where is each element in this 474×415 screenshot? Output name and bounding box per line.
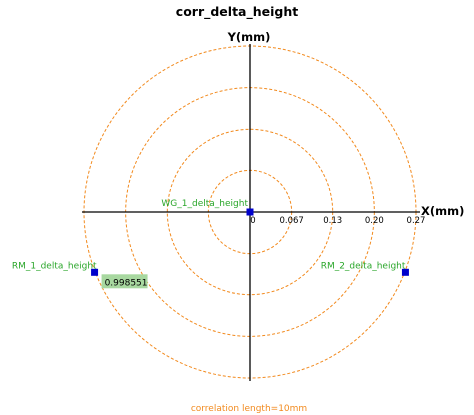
data-point-marker[interactable]	[91, 268, 99, 276]
radial-tick-label: 0.27	[407, 216, 426, 226]
data-point-label: RM_2_delta_height	[321, 261, 406, 271]
radial-tick-label: 0.067	[279, 216, 303, 226]
value-box	[101, 274, 148, 289]
chart-title: corr_delta_height	[176, 4, 298, 20]
radial-tick-label: 0.13	[323, 216, 342, 226]
data-point-marker[interactable]	[401, 268, 409, 276]
radial-tick-label: 0.20	[365, 216, 384, 226]
radial-tick-label: 0	[250, 216, 255, 226]
data-point-label: RM_1_delta_height	[12, 261, 97, 271]
y-axis-title: Y(mm)	[227, 30, 271, 44]
value-label: 0.998551	[105, 278, 148, 288]
radial-tick-labels: 0 0.067 0.13 0.20 0.27	[250, 216, 425, 226]
data-point-marker[interactable]	[246, 208, 254, 216]
value-annotation: 0.998551	[101, 274, 148, 289]
data-points: WG_1_delta_height RM_1_delta_height RM_2_d…	[12, 199, 409, 276]
x-axis-title: X(mm)	[421, 204, 464, 218]
correlation-length-note: correlation length=10mm	[191, 404, 307, 414]
data-point-label: WG_1_delta_height	[161, 199, 248, 209]
